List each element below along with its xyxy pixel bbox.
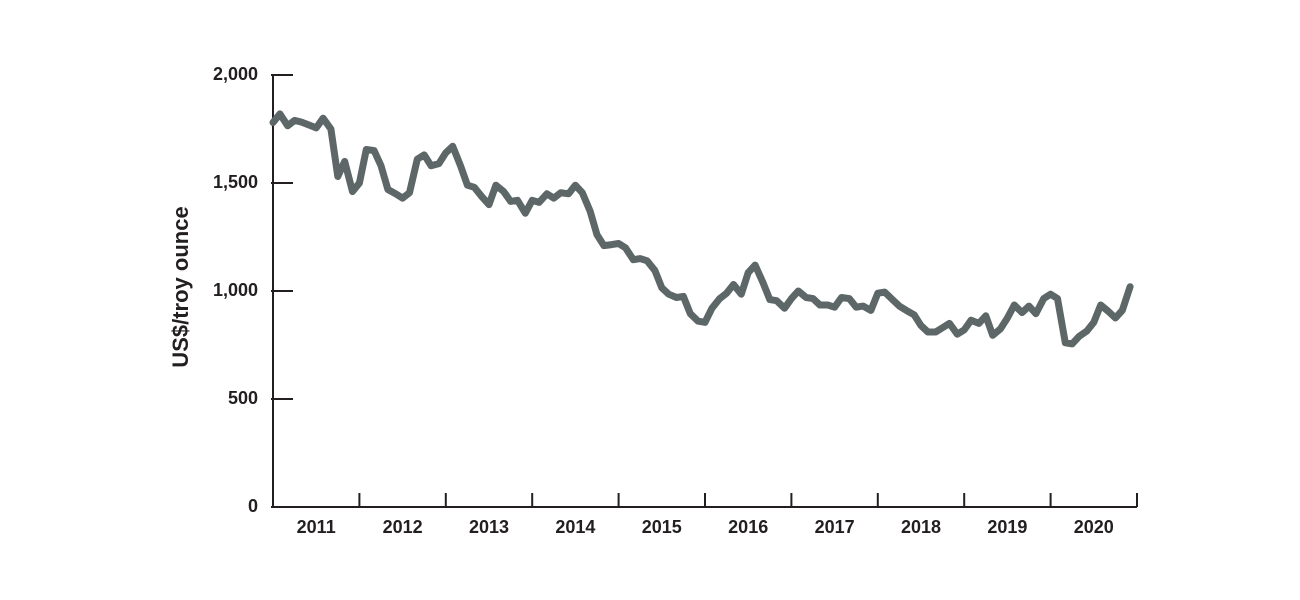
y-tick-label: 1,000: [213, 280, 258, 300]
y-axis-label: US$/troy ounce: [168, 206, 193, 367]
y-tick-label: 2,000: [213, 64, 258, 84]
series-line: [269, 110, 1134, 348]
y-tick-label: 1,500: [213, 172, 258, 192]
x-tick-label: 2012: [383, 517, 423, 537]
x-axis: 2011 2012 2013 2014 2015 2016 2017 2018 2019 2020: [272, 493, 1138, 537]
x-tick-label: 2014: [555, 517, 595, 537]
x-tick-label: 2020: [1074, 517, 1114, 537]
x-tick-label: 2016: [728, 517, 768, 537]
x-tick-label: 2013: [469, 517, 509, 537]
x-tick-label: 2018: [901, 517, 941, 537]
x-tick-label: 2015: [642, 517, 682, 537]
y-tick-label: 500: [228, 388, 258, 408]
x-tick-label: 2017: [815, 517, 855, 537]
x-tick-label: 2019: [987, 517, 1027, 537]
y-axis: 0 500 1,000 1,500 2,000: [213, 64, 293, 516]
x-tick-label: 2011: [297, 517, 336, 537]
y-tick-label: 0: [248, 496, 258, 516]
